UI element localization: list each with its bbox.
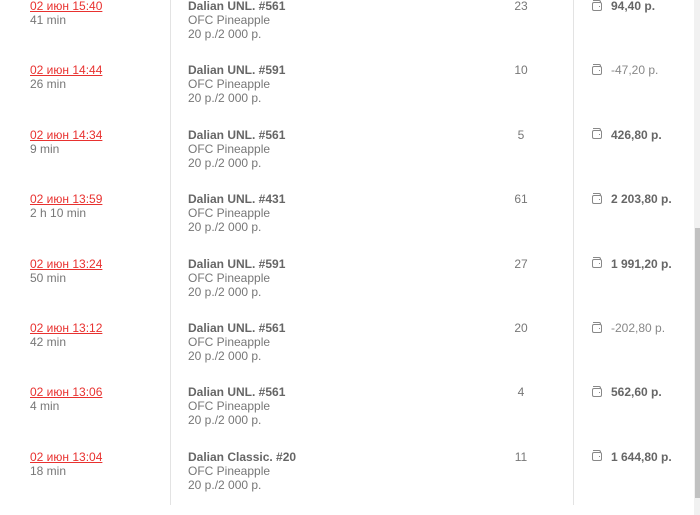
scrollbar-thumb[interactable] [695, 228, 700, 498]
table-row: 02 июн 14:34 9 min Dalian UNL. #561 OFC … [0, 123, 694, 187]
column-divider [573, 0, 574, 505]
stakes: 20 р./2 000 р. [188, 220, 262, 235]
game-type: OFC Pineapple [188, 141, 271, 156]
game-type: OFC Pineapple [188, 335, 271, 349]
game-type: OFC Pineapple [188, 77, 271, 92]
wallet-icon [592, 0, 602, 11]
game-type: OFC Pineapple [188, 399, 271, 414]
session-date-link[interactable]: 02 июн 14:44 [30, 63, 103, 78]
session-duration: 9 min [30, 141, 60, 156]
table-row: 02 июн 13:12 42 min Dalian UNL. #561 OFC… [0, 316, 694, 380]
table-name: Dalian UNL. #591 [188, 256, 286, 271]
stakes: 20 р./2 000 р. [188, 27, 262, 41]
session-result: -47,20 р. [611, 63, 659, 78]
column-divider [170, 0, 171, 505]
session-result: 1 991,20 р. [611, 256, 672, 271]
session-result: 426,80 р. [611, 127, 662, 142]
session-duration: 4 min [30, 399, 60, 414]
stakes: 20 р./2 000 р. [188, 91, 262, 106]
table-row: 02 июн 14:44 26 min Dalian UNL. #591 OFC… [0, 58, 694, 122]
stakes: 20 р./2 000 р. [188, 477, 262, 492]
session-result: 94,40 р. [611, 0, 656, 13]
hands-count: 20 [514, 321, 528, 335]
session-duration: 41 min [30, 13, 67, 27]
session-duration: 2 h 10 min [30, 206, 87, 221]
session-date-link[interactable]: 02 июн 13:04 [30, 449, 103, 464]
table-name: Dalian UNL. #431 [188, 192, 286, 207]
table-name: Dalian UNL. #591 [188, 63, 286, 78]
game-type: OFC Pineapple [188, 206, 271, 221]
table-name: Dalian UNL. #561 [188, 321, 286, 335]
session-date-link[interactable]: 02 июн 15:40 [30, 0, 103, 13]
session-date-link[interactable]: 02 июн 13:06 [30, 385, 103, 400]
session-date-link[interactable]: 02 июн 14:34 [30, 127, 103, 142]
session-result: 1 644,80 р. [611, 449, 672, 464]
stakes: 20 р./2 000 р. [188, 413, 262, 428]
hands-count: 4 [517, 385, 525, 400]
table-name: Dalian UNL. #561 [188, 385, 286, 400]
wallet-icon [592, 192, 602, 204]
hands-count: 5 [517, 127, 525, 142]
table-name: Dalian UNL. #561 [188, 0, 286, 13]
wallet-icon [592, 63, 602, 75]
wallet-icon [592, 385, 602, 397]
session-duration: 42 min [30, 335, 67, 349]
hands-count: 61 [514, 192, 528, 207]
hands-count: 11 [514, 449, 528, 464]
table-name: Dalian Classic. #20 [188, 449, 297, 464]
stakes: 20 р./2 000 р. [188, 284, 262, 299]
hands-count: 23 [514, 0, 528, 13]
hands-count: 27 [514, 256, 528, 271]
session-result: 562,60 р. [611, 385, 662, 400]
table-row: 02 июн 13:24 50 min Dalian UNL. #591 OFC… [0, 252, 694, 316]
table-row: 02 июн 13:59 2 h 10 min Dalian UNL. #431… [0, 187, 694, 251]
session-duration: 50 min [30, 270, 67, 285]
wallet-icon [592, 257, 602, 269]
wallet-icon [592, 128, 602, 140]
game-type: OFC Pineapple [188, 463, 271, 478]
session-result: -202,80 р. [611, 321, 666, 335]
table-row: 02 июн 13:04 18 min Dalian Classic. #20 … [0, 445, 694, 509]
session-date-link[interactable]: 02 июн 13:24 [30, 256, 103, 271]
game-type: OFC Pineapple [188, 270, 271, 285]
game-type: OFC Pineapple [188, 13, 271, 27]
wallet-icon [592, 321, 602, 333]
hands-count: 10 [514, 63, 528, 78]
table-row: 02 июн 15:40 41 min Dalian UNL. #561 OFC… [0, 0, 694, 58]
session-date-link[interactable]: 02 июн 13:12 [30, 321, 103, 335]
stakes: 20 р./2 000 р. [188, 155, 262, 170]
session-duration: 18 min [30, 463, 67, 478]
table-row: 02 июн 13:06 4 min Dalian UNL. #561 OFC … [0, 380, 694, 444]
session-date-link[interactable]: 02 июн 13:59 [30, 192, 103, 207]
stakes: 20 р./2 000 р. [188, 349, 262, 363]
session-result: 2 203,80 р. [611, 192, 672, 207]
wallet-icon [592, 450, 602, 462]
session-duration: 26 min [30, 77, 67, 92]
table-name: Dalian UNL. #561 [188, 127, 286, 142]
